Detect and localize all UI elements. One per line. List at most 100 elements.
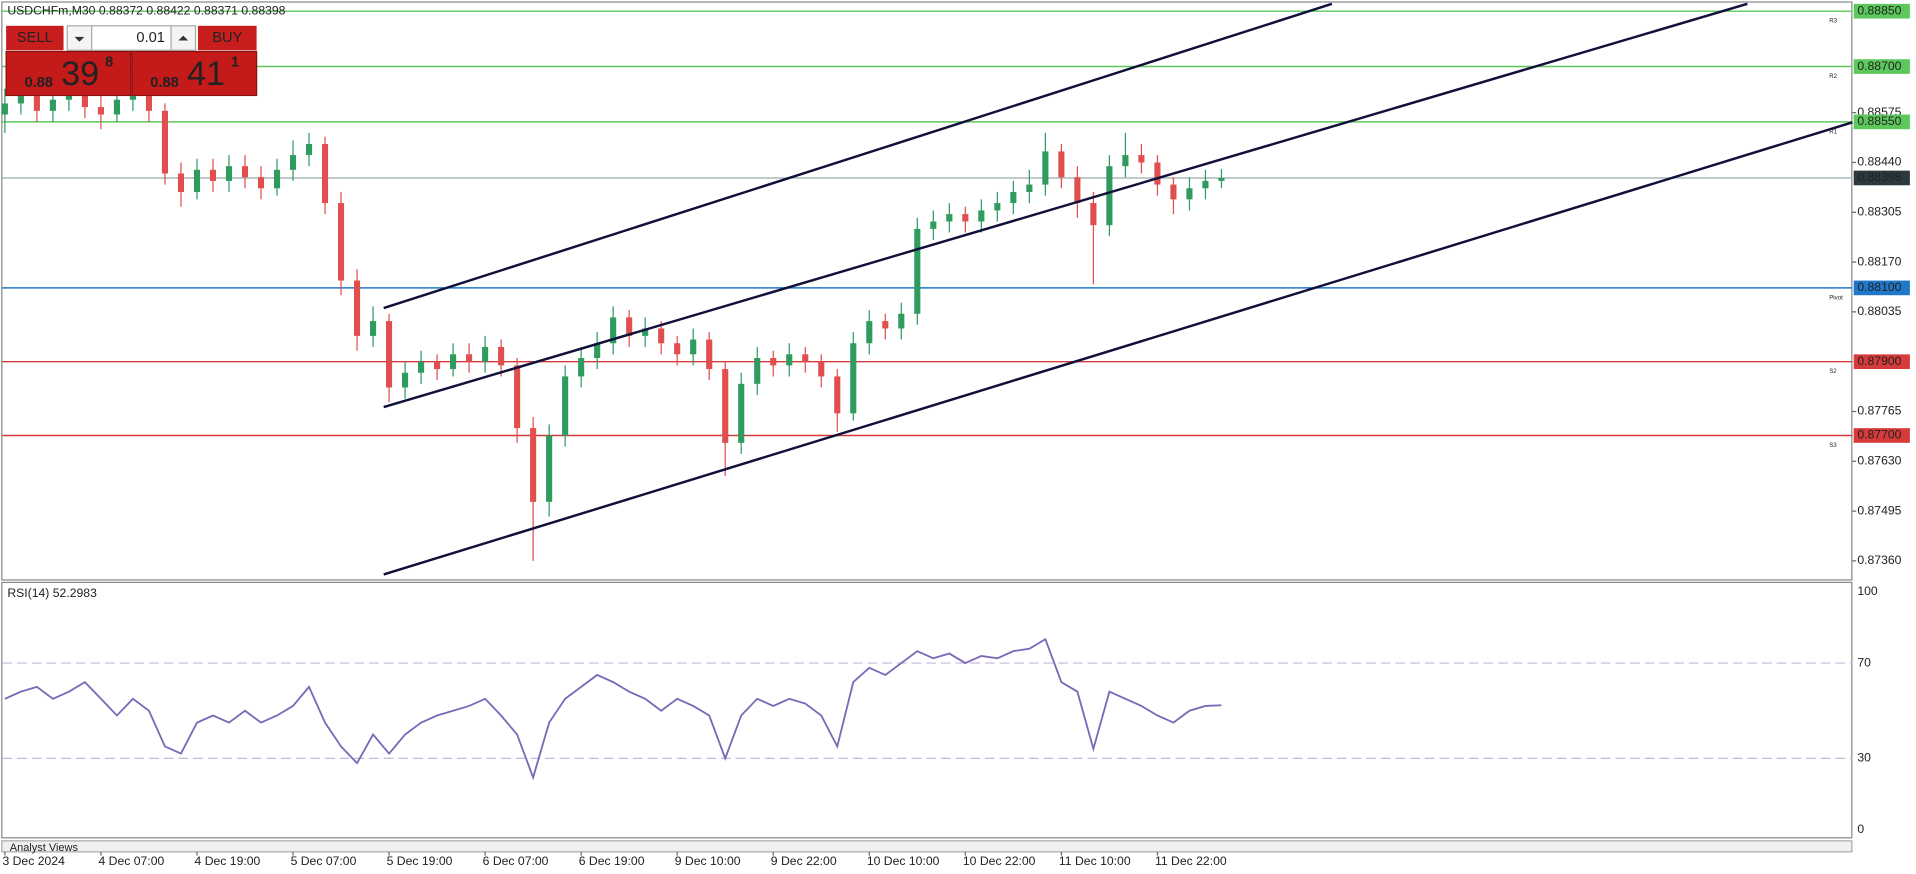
y-tick-label: 0.87630 — [1857, 454, 1901, 468]
level-box — [1853, 114, 1910, 130]
candle-body — [514, 365, 521, 429]
x-tick-label: 10 Dec 22:00 — [963, 854, 1036, 868]
candle-body — [1170, 184, 1177, 200]
y-tick-label: 0.88440 — [1857, 155, 1901, 169]
candle-body — [786, 354, 793, 366]
candle-body — [834, 376, 841, 414]
candle-body — [1026, 184, 1033, 192]
candle-body — [722, 369, 729, 443]
candle-body — [1154, 162, 1161, 185]
level-label: 0.87900 — [1857, 354, 1901, 368]
ask-prefix: 0.88 — [150, 75, 179, 91]
level-name: Pivot — [1829, 294, 1843, 301]
level-label: 0.88850 — [1857, 3, 1901, 17]
chart-title: USDCHFm,M30 0.88372 0.88422 0.88371 0.88… — [7, 3, 285, 17]
x-tick-label: 3 Dec 2024 — [2, 854, 65, 868]
trade-panel: SELL 0.01 BUY 0.88 39 8 0.88 41 1 — [5, 25, 258, 97]
candle-body — [1090, 203, 1097, 226]
x-tick-label: 11 Dec 10:00 — [1059, 854, 1131, 868]
candle-body — [1186, 188, 1193, 200]
candle-body — [97, 107, 104, 115]
rsi-panel — [1, 581, 1853, 839]
candle-body — [1058, 151, 1065, 178]
y-tick-label: 0.88170 — [1857, 254, 1901, 268]
level-name: R3 — [1829, 18, 1837, 25]
volume[interactable]: 0.01 — [136, 30, 165, 46]
sell-label[interactable]: SELL — [17, 30, 53, 46]
candle-body — [1010, 191, 1017, 204]
candle-body — [1122, 155, 1129, 167]
volume-field[interactable] — [91, 25, 172, 51]
candle-body — [994, 203, 1001, 211]
candle-body — [866, 321, 873, 344]
channel-line — [383, 121, 1853, 576]
candle-body — [642, 328, 649, 336]
candle-body — [690, 339, 697, 355]
ask-sup: 1 — [231, 54, 239, 70]
candle-body — [209, 169, 217, 181]
level-name: R1 — [1829, 128, 1837, 135]
candle-body — [1106, 166, 1113, 226]
candle-body — [1, 103, 8, 115]
x-tick-label: 5 Dec 19:00 — [387, 854, 453, 868]
level-name: R2 — [1829, 73, 1837, 80]
bid-main: 39 — [61, 55, 99, 93]
buy-button[interactable] — [197, 25, 257, 51]
level-box — [1853, 280, 1910, 296]
channel-line — [383, 2, 1333, 310]
candle-body — [770, 357, 777, 366]
rsi-tick-label: 70 — [1857, 655, 1871, 669]
candle-body — [578, 357, 585, 377]
candle-body — [706, 339, 713, 370]
candle-body — [530, 428, 537, 502]
bid-box[interactable] — [5, 50, 132, 97]
channel-line — [383, 2, 1748, 409]
candle-body — [402, 372, 409, 388]
level-name: S3 — [1829, 442, 1837, 449]
candle-body — [962, 214, 969, 222]
candle-body — [353, 280, 361, 336]
candle-body — [450, 354, 457, 370]
level-box — [1853, 354, 1910, 370]
bid-sup: 8 — [105, 54, 113, 70]
candle-body — [305, 144, 313, 156]
x-tick-label: 4 Dec 07:00 — [98, 854, 164, 868]
footer-bar[interactable] — [1, 840, 1853, 853]
level-label: 0.87700 — [1857, 428, 1901, 442]
y-tick-label: 0.87765 — [1857, 404, 1901, 418]
candle-body — [289, 155, 297, 170]
candle-body — [337, 203, 345, 281]
candle-body — [49, 99, 56, 111]
arrow-down — [74, 36, 85, 42]
candle-body — [946, 214, 953, 222]
candle-body — [418, 361, 425, 373]
y-tick-label: 0.88035 — [1857, 304, 1901, 318]
candle-body — [81, 92, 88, 108]
candle-body — [802, 354, 809, 362]
candle-body — [33, 96, 40, 111]
candle-body — [177, 173, 185, 192]
candle-body — [241, 166, 249, 178]
candle-body — [466, 354, 473, 362]
candle-body — [626, 317, 633, 336]
candle-body — [498, 346, 505, 366]
bid-prefix: 0.88 — [24, 75, 53, 91]
x-tick-label: 9 Dec 10:00 — [675, 854, 741, 868]
level-box — [1853, 3, 1910, 19]
candle-body — [113, 99, 120, 115]
level-name: S2 — [1829, 368, 1837, 375]
level-label: 0.88700 — [1857, 59, 1901, 73]
candle-body — [882, 321, 889, 329]
candle-body — [914, 228, 921, 314]
ask-box[interactable] — [131, 50, 258, 97]
footer[interactable]: Analyst Views — [10, 842, 79, 854]
buy-label[interactable]: BUY — [212, 30, 242, 46]
candle-body — [562, 376, 569, 436]
candle-body — [193, 169, 201, 192]
y-tick-label: 0.87495 — [1857, 503, 1901, 517]
sell-button[interactable] — [6, 25, 64, 51]
candle-body — [482, 346, 489, 362]
